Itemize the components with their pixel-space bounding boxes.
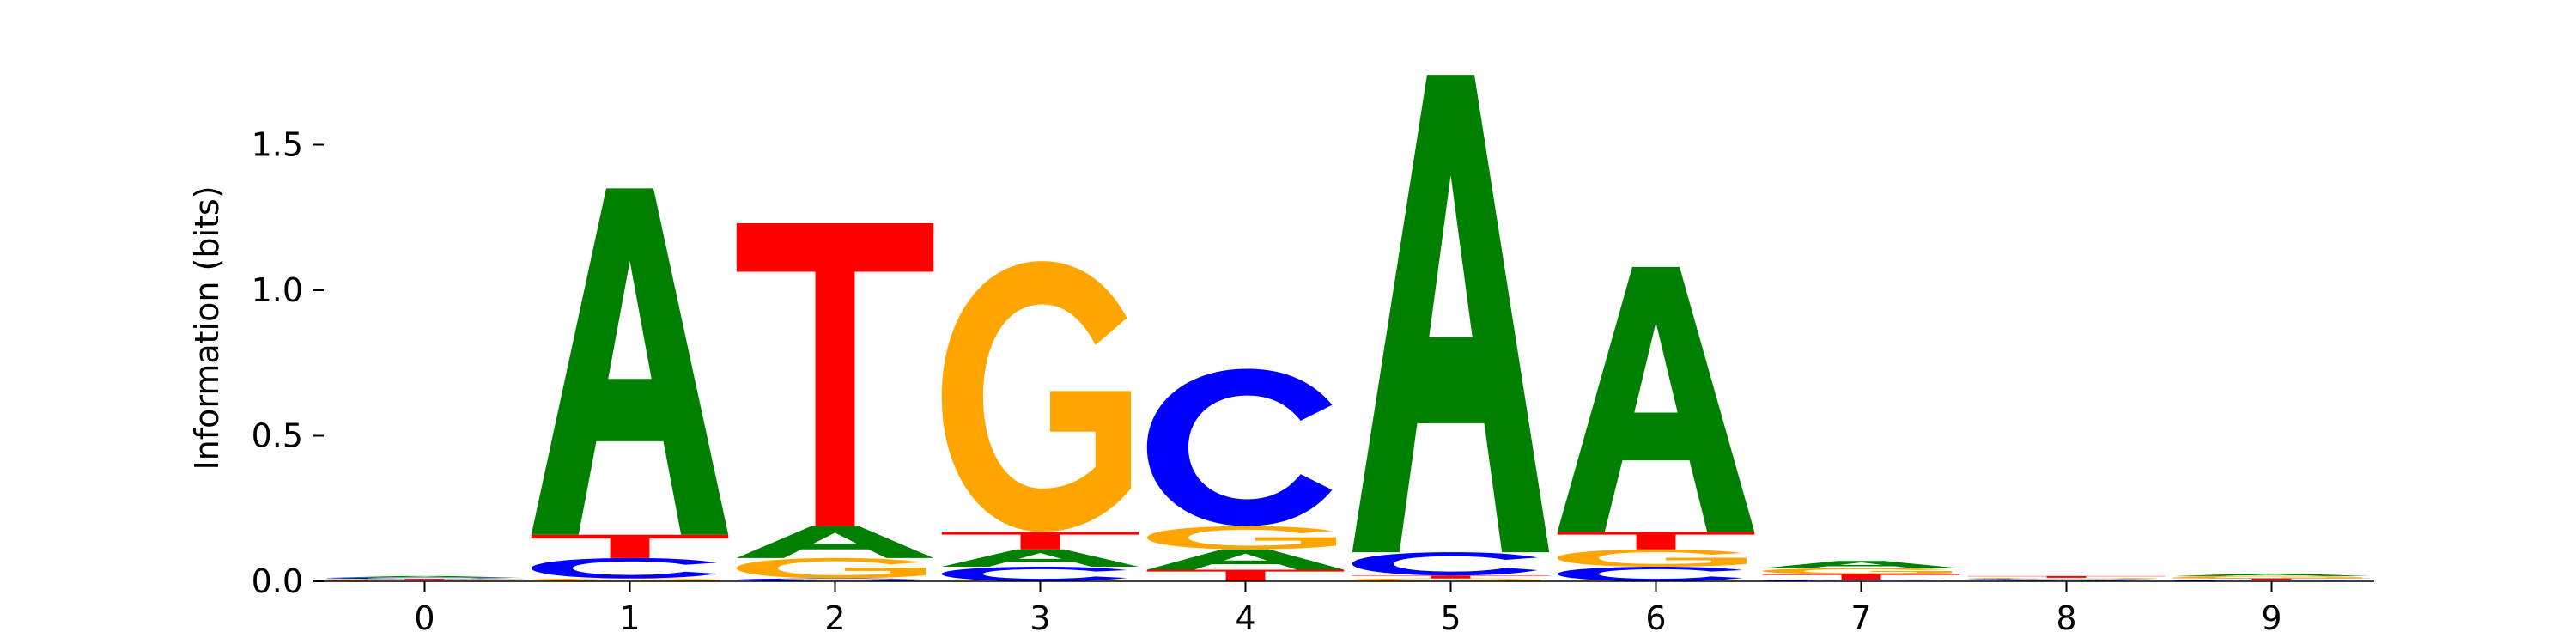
letter-g-pos-9 [2172,575,2363,579]
letter-c-pos-0 [325,577,512,580]
y-tick-label-1.0: 1.0 [252,271,303,309]
letter-t-pos-5 [1352,575,1550,579]
letter-a-pos-3 [941,549,1139,568]
letter-a-pos-7 [1762,561,1960,568]
letter-c-pos-2 [736,578,922,581]
y-tick-label-0.0: 0.0 [252,562,303,600]
letter-t-pos-2 [736,223,934,526]
letters-layer [325,75,2371,581]
letter-a-pos-6 [1557,266,1755,532]
letter-a-pos-4 [1146,549,1345,570]
letter-g-pos-6 [1557,549,1747,568]
letter-a-pos-1 [531,188,729,535]
letter-t-pos-1 [531,534,729,558]
letter-c-pos-5 [1352,552,1538,576]
letter-g-pos-3 [941,261,1132,532]
letter-t-pos-6 [1557,532,1755,550]
letter-a-pos-0 [325,575,524,578]
x-tick-label-0: 0 [414,599,434,637]
y-tick-label-0.5: 0.5 [252,417,303,455]
letter-a-pos-9 [2172,574,2371,576]
letter-t-pos-9 [2172,578,2371,580]
x-tick-label-6: 6 [1645,599,1666,637]
x-tick-label-9: 9 [2261,599,2281,637]
letter-t-pos-0 [325,579,524,580]
x-tick-label-8: 8 [2056,599,2076,637]
letter-g-pos-7 [1762,568,1953,574]
letter-g-pos-4 [1146,526,1337,550]
letter-t-pos-8 [1967,575,2166,578]
letter-a-pos-5 [1352,75,1550,553]
y-axis: 0.0 0.5 1.0 1.5 [252,126,324,600]
x-tick-label-4: 4 [1235,599,1255,637]
letter-g-pos-2 [736,557,927,579]
x-tick-label-2: 2 [824,599,845,637]
letter-t-pos-3 [941,532,1139,550]
letter-c-pos-8 [1967,579,2154,580]
x-tick-label-5: 5 [1440,599,1461,637]
letter-g-pos-5 [1352,578,1542,581]
axes-layer: 0.0 0.5 1.0 1.5 0 1 2 3 4 5 6 7 8 9 Information (bit… [188,126,2374,637]
letter-a-pos-2 [736,526,934,558]
letter-c-pos-6 [1557,567,1743,581]
x-tick-label-3: 3 [1030,599,1050,637]
y-axis-label: Information (bits) [188,185,226,470]
x-tick-label-1: 1 [619,599,640,637]
letter-c-pos-3 [941,567,1127,581]
x-axis: 0 1 2 3 4 5 6 7 8 9 [414,581,2282,637]
letter-t-pos-4 [1146,569,1345,581]
letter-c-pos-4 [1146,368,1333,526]
letter-g-pos-8 [1967,577,2158,580]
letter-g-pos-1 [531,578,721,581]
y-tick-label-1.5: 1.5 [252,126,303,164]
x-tick-label-7: 7 [1850,599,1871,637]
letter-t-pos-7 [1762,574,1960,580]
letter-c-pos-1 [531,557,717,579]
